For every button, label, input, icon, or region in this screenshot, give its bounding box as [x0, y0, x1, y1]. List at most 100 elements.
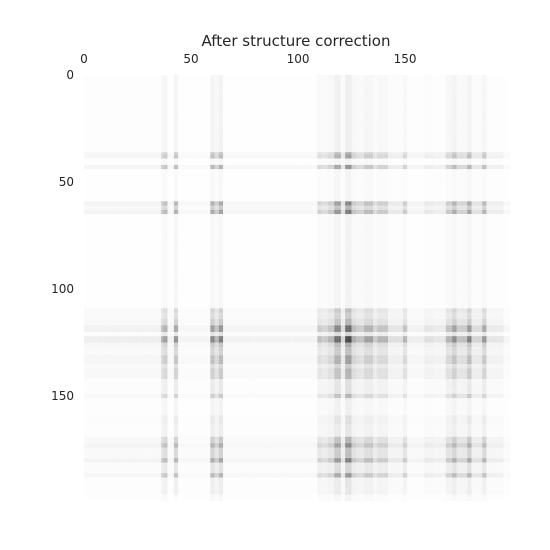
heatmap-cell	[146, 92, 148, 94]
heatmap-cell	[456, 90, 458, 92]
heatmap-cell	[364, 88, 366, 90]
heatmap-cell	[476, 107, 478, 109]
heatmap-cell	[290, 75, 292, 77]
heatmap-cell	[187, 94, 189, 96]
heatmap-cell	[84, 111, 86, 113]
heatmap-cell	[418, 86, 420, 88]
heatmap-cell	[298, 75, 300, 77]
heatmap-cell	[245, 107, 247, 109]
heatmap-cell	[294, 103, 296, 105]
heatmap-cell	[180, 109, 182, 111]
heatmap-cell	[225, 105, 227, 107]
heatmap-cell	[493, 99, 495, 101]
heatmap-cell	[260, 96, 262, 98]
heatmap-cell	[172, 120, 174, 122]
heatmap-cell	[304, 94, 306, 96]
heatmap-cell	[161, 92, 163, 94]
heatmap-cell	[118, 124, 120, 126]
heatmap-cell	[328, 96, 330, 98]
heatmap-cell	[448, 118, 450, 120]
heatmap-cell	[409, 90, 411, 92]
heatmap-cell	[262, 77, 264, 79]
heatmap-cell	[167, 88, 169, 90]
heatmap-cell	[189, 101, 191, 103]
heatmap-cell	[112, 124, 114, 126]
heatmap-cell	[424, 92, 426, 94]
heatmap-cell	[379, 107, 381, 109]
heatmap-cell	[334, 101, 336, 103]
heatmap-cell	[180, 101, 182, 103]
heatmap-cell	[302, 96, 304, 98]
heatmap-cell	[212, 116, 214, 118]
heatmap-cell	[260, 109, 262, 111]
heatmap-cell	[388, 111, 390, 113]
heatmap-cell	[337, 81, 339, 83]
heatmap-cell	[127, 114, 129, 116]
heatmap-cell	[459, 77, 461, 79]
heatmap-cell	[506, 79, 508, 81]
heatmap-cell	[337, 79, 339, 81]
heatmap-cell	[315, 120, 317, 122]
heatmap-cell	[129, 101, 131, 103]
heatmap-cell	[412, 77, 414, 79]
heatmap-cell	[501, 99, 503, 101]
heatmap-cell	[99, 122, 101, 124]
heatmap-cell	[131, 105, 133, 107]
heatmap-cell	[399, 79, 401, 81]
heatmap-cell	[93, 84, 95, 86]
heatmap-cell	[478, 96, 480, 98]
heatmap-cell	[287, 75, 289, 77]
heatmap-cell	[471, 116, 473, 118]
heatmap-cell	[178, 96, 180, 98]
heatmap-cell	[285, 118, 287, 120]
heatmap-cell	[249, 84, 251, 86]
heatmap-cell	[118, 111, 120, 113]
heatmap-cell	[88, 116, 90, 118]
heatmap-cell	[345, 88, 347, 90]
heatmap-cell	[326, 94, 328, 96]
heatmap-cell	[397, 88, 399, 90]
heatmap-cell	[508, 122, 510, 124]
heatmap-cell	[309, 86, 311, 88]
heatmap-cell	[227, 101, 229, 103]
heatmap-cell	[123, 114, 125, 116]
heatmap-cell	[236, 111, 238, 113]
heatmap-cell	[142, 120, 144, 122]
heatmap-cell	[146, 90, 148, 92]
heatmap-cell	[255, 79, 257, 81]
heatmap-cell	[424, 120, 426, 122]
heatmap-cell	[165, 120, 167, 122]
heatmap-cell	[206, 109, 208, 111]
heatmap-cell	[245, 124, 247, 126]
heatmap-cell	[99, 114, 101, 116]
heatmap-cell	[332, 124, 334, 126]
heatmap-cell	[97, 105, 99, 107]
heatmap-cell	[420, 105, 422, 107]
heatmap-cell	[167, 107, 169, 109]
heatmap-cell	[272, 103, 274, 105]
heatmap-cell	[287, 79, 289, 81]
heatmap-cell	[180, 103, 182, 105]
heatmap-cell	[133, 81, 135, 83]
heatmap-cell	[144, 122, 146, 124]
heatmap-cell	[482, 122, 484, 124]
heatmap-cell	[429, 109, 431, 111]
heatmap-cell	[444, 75, 446, 77]
heatmap-cell	[210, 88, 212, 90]
heatmap-cell	[431, 94, 433, 96]
heatmap-cell	[135, 86, 137, 88]
heatmap-cell	[247, 114, 249, 116]
heatmap-cell	[262, 90, 264, 92]
heatmap-cell	[506, 84, 508, 86]
heatmap-cell	[497, 79, 499, 81]
heatmap-cell	[337, 84, 339, 86]
heatmap-cell	[418, 92, 420, 94]
heatmap-cell	[161, 96, 163, 98]
heatmap-cell	[414, 84, 416, 86]
heatmap-cell	[390, 77, 392, 79]
heatmap-cell	[300, 94, 302, 96]
heatmap-cell	[367, 92, 369, 94]
heatmap-cell	[148, 114, 150, 116]
heatmap-cell	[429, 120, 431, 122]
heatmap-cell	[234, 120, 236, 122]
